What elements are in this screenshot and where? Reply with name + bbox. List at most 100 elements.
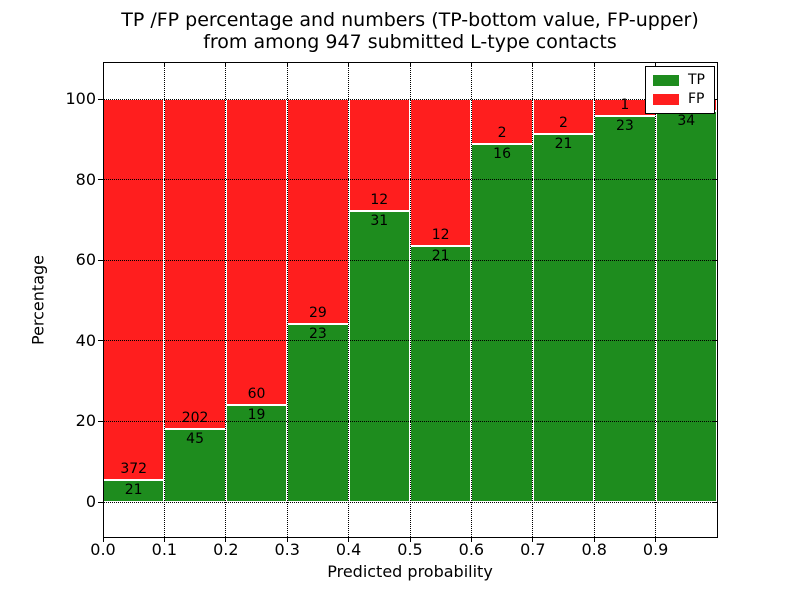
vertical-gridline xyxy=(532,62,534,537)
y-right-tick-mark xyxy=(713,420,717,422)
y-tick-mark xyxy=(98,420,103,422)
tp-count-label: 23 xyxy=(308,325,327,342)
tp-count-label: 21 xyxy=(554,136,573,153)
legend-item-fp: FP xyxy=(653,92,707,107)
x-tick-label: 0.1 xyxy=(151,540,178,559)
x-tick-mark xyxy=(102,537,104,542)
bar-tp-segment xyxy=(164,428,226,502)
x-top-tick-mark xyxy=(225,62,227,66)
bar-fp-segment xyxy=(164,99,226,429)
x-tick-mark xyxy=(593,537,595,542)
bar-fp-segment xyxy=(103,99,165,481)
x-tick-label: 0.0 xyxy=(90,540,116,559)
fp-count-label: 1 xyxy=(620,96,630,113)
x-tick-label: 0.3 xyxy=(274,540,300,559)
x-tick-mark xyxy=(163,537,165,542)
y-tick-mark xyxy=(98,179,103,181)
tp-count-label: 21 xyxy=(431,247,450,264)
x-tick-label: 0.4 xyxy=(335,540,362,559)
fp-count-label: 12 xyxy=(431,226,450,243)
y-tick-mark xyxy=(98,259,103,261)
x-tick-mark xyxy=(409,537,411,542)
x-tick-mark xyxy=(225,537,227,542)
vertical-gridline xyxy=(593,62,595,537)
y-right-tick-mark xyxy=(713,259,717,261)
y-right-tick-mark xyxy=(713,501,717,503)
y-tick-label: 40 xyxy=(75,330,96,350)
y-tick-label: 0 xyxy=(85,492,96,511)
legend-label-fp: FP xyxy=(688,91,705,107)
chart-title-line1: TP /FP percentage and numbers (TP-bottom… xyxy=(121,9,699,31)
y-right-tick-mark xyxy=(713,179,717,181)
tp-count-label: 31 xyxy=(370,213,389,230)
legend-swatch-tp-icon xyxy=(653,75,679,86)
bar-tp-segment xyxy=(655,110,717,502)
x-tick-mark xyxy=(655,537,657,542)
bar-fp-segment xyxy=(410,99,472,246)
vertical-gridline xyxy=(470,62,472,537)
y-right-tick-mark xyxy=(713,98,717,100)
fp-count-label: 29 xyxy=(308,304,327,321)
bar-tp-segment xyxy=(410,245,472,502)
bar-tp-segment xyxy=(348,211,410,502)
vertical-gridline xyxy=(286,62,288,537)
bar-fp-segment xyxy=(348,99,410,212)
legend: TP FP xyxy=(645,66,715,114)
fp-count-label: 2 xyxy=(497,124,507,141)
y-tick-label: 20 xyxy=(75,411,96,431)
x-tick-mark xyxy=(532,537,534,542)
y-tick-label: 60 xyxy=(75,250,96,270)
bar-tp-segment xyxy=(471,143,533,502)
y-tick-mark xyxy=(98,98,103,100)
x-tick-mark xyxy=(348,537,350,542)
legend-swatch-fp-icon xyxy=(653,94,679,105)
x-top-tick-mark xyxy=(163,62,165,66)
fp-count-label: 202 xyxy=(181,409,209,426)
bar-tp-segment xyxy=(594,115,656,502)
x-top-tick-mark xyxy=(532,62,534,66)
vertical-gridline xyxy=(225,62,227,537)
x-tick-label: 0.5 xyxy=(397,540,423,559)
x-tick-mark xyxy=(286,537,288,542)
x-top-tick-mark xyxy=(593,62,595,66)
tp-count-label: 23 xyxy=(615,117,634,134)
y-right-tick-mark xyxy=(713,340,717,342)
x-tick-label: 0.8 xyxy=(581,540,607,559)
x-tick-label: 0.7 xyxy=(520,540,546,559)
fp-count-label: 2 xyxy=(559,115,568,132)
bar-fp-segment xyxy=(532,99,595,135)
tp-count-label: 21 xyxy=(124,482,143,499)
legend-item-tp: TP xyxy=(653,73,707,88)
y-tick-label: 100 xyxy=(65,89,96,108)
x-tick-label: 0.9 xyxy=(642,540,669,559)
bar-tp-segment xyxy=(287,323,349,502)
y-tick-mark xyxy=(98,501,103,503)
bar-tp-segment xyxy=(532,134,595,502)
x-tick-mark xyxy=(470,537,472,542)
y-tick-mark xyxy=(98,340,103,342)
vertical-gridline xyxy=(163,62,165,537)
fp-count-label: 12 xyxy=(370,192,389,209)
x-top-tick-mark xyxy=(409,62,411,66)
bar-fp-segment xyxy=(471,99,533,144)
bar-fp-segment xyxy=(225,99,288,406)
chart-title: TP /FP percentage and numbers (TP-bottom… xyxy=(20,9,800,53)
y-tick-label: 80 xyxy=(75,169,96,189)
legend-label-tp: TP xyxy=(688,72,705,88)
vertical-gridline xyxy=(409,62,411,537)
x-top-tick-mark xyxy=(470,62,472,66)
x-tick-label: 0.6 xyxy=(458,540,485,559)
x-top-tick-mark xyxy=(286,62,288,66)
bar-fp-segment xyxy=(287,99,349,324)
x-top-tick-mark xyxy=(348,62,350,66)
tp-count-label: 16 xyxy=(493,145,511,162)
vertical-gridline xyxy=(348,62,350,537)
tp-count-label: 45 xyxy=(186,430,204,447)
x-axis-label: Predicted probability xyxy=(327,562,493,581)
fp-count-label: 372 xyxy=(120,461,148,478)
x-tick-label: 0.2 xyxy=(213,540,239,559)
chart-title-line2: from among 947 submitted L-type contacts xyxy=(203,31,617,53)
vertical-gridline xyxy=(655,62,657,537)
tp-count-label: 19 xyxy=(247,407,266,424)
